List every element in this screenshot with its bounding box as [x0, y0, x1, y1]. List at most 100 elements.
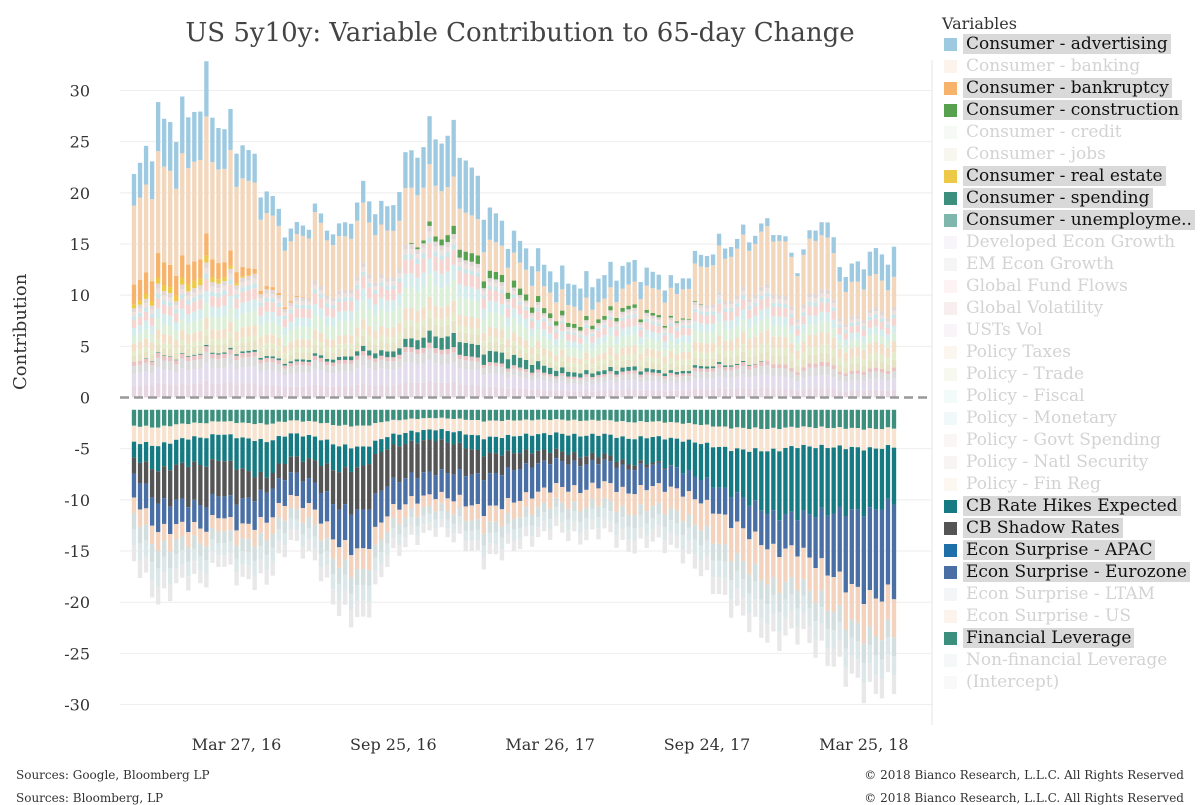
bar-segment	[837, 341, 842, 349]
bar-segment	[692, 351, 698, 358]
legend-item[interactable]: Consumer - jobs	[940, 143, 1196, 165]
bar-segment	[843, 352, 848, 362]
bar-segment	[638, 365, 643, 372]
bar-segment	[674, 328, 680, 331]
bar-segment	[499, 314, 505, 330]
legend-item[interactable]: Policy - Govt Spending	[940, 429, 1196, 451]
bar-segment	[445, 498, 450, 511]
legend-item[interactable]: (Intercept)	[940, 671, 1196, 693]
bar-segment	[650, 318, 655, 322]
bar-segment	[747, 612, 752, 633]
bar-segment	[879, 311, 885, 315]
legend-item[interactable]: Policy - Monetary	[940, 407, 1196, 429]
legend-item[interactable]: Policy - Trade	[940, 363, 1196, 385]
legend-item[interactable]: Global Volatility	[940, 297, 1196, 319]
legend-item[interactable]: Consumer - real estate	[940, 165, 1196, 187]
bar-segment	[855, 586, 860, 623]
bar-segment	[801, 378, 806, 390]
legend-item[interactable]: Consumer - spending	[940, 187, 1196, 209]
bar-segment	[722, 340, 728, 352]
bar-segment	[656, 390, 661, 398]
bar-segment	[777, 355, 782, 365]
bar-segment	[728, 409, 734, 429]
bar-segment	[192, 360, 197, 370]
bar-segment	[288, 313, 293, 322]
legend-item[interactable]: Global Fund Flows	[940, 275, 1196, 297]
bar-segment	[620, 505, 625, 518]
bar-segment	[644, 309, 649, 313]
bar-segment	[324, 303, 330, 307]
legend-swatch	[944, 609, 957, 623]
bar-segment	[330, 386, 336, 398]
legend-item[interactable]: Consumer - advertising	[940, 33, 1196, 55]
bar-segment	[475, 529, 480, 540]
legend-item[interactable]: Developed Econ Growth	[940, 231, 1196, 253]
legend-item[interactable]: CB Rate Hikes Expected	[940, 495, 1196, 517]
bar-segment	[554, 346, 559, 356]
bar-segment	[879, 361, 885, 369]
bar-segment	[270, 440, 275, 474]
bar-segment	[831, 356, 836, 366]
legend-item[interactable]: Policy - Fiscal	[940, 385, 1196, 407]
bar-segment	[143, 483, 149, 509]
bar-segment	[445, 349, 450, 355]
legend-item[interactable]: Policy - Fin Reg	[940, 473, 1196, 495]
legend-item[interactable]: Non-financial Leverage	[940, 649, 1196, 671]
bar-segment	[511, 230, 517, 253]
bar-segment	[747, 364, 752, 366]
bar-segment	[614, 326, 619, 330]
bar-segment	[385, 277, 390, 282]
bar-segment	[765, 623, 770, 643]
bar-segment	[282, 464, 287, 481]
bar-segment	[493, 532, 499, 544]
bar-segment	[765, 360, 770, 366]
legend-item[interactable]: Econ Surprise - APAC	[940, 539, 1196, 561]
bar-segment	[638, 324, 643, 328]
bar-segment	[403, 249, 408, 255]
bar-segment	[270, 362, 275, 371]
bar-segment	[469, 327, 474, 334]
bar-segment	[342, 589, 348, 605]
bar-segment	[324, 386, 330, 398]
bar-segment	[849, 333, 854, 341]
bar-segment	[789, 378, 794, 390]
bar-segment	[765, 288, 770, 293]
bar-segment	[529, 358, 535, 365]
bar-segment	[288, 495, 293, 509]
bar-segment	[795, 328, 800, 336]
bar-segment	[831, 303, 836, 308]
bar-segment	[391, 285, 396, 290]
legend-item[interactable]: Policy Taxes	[940, 341, 1196, 363]
legend-label: Financial Leverage	[963, 628, 1135, 648]
bar-segment	[282, 309, 287, 313]
bar-segment	[234, 186, 239, 273]
bar-segment	[149, 409, 155, 428]
bar-segment	[427, 359, 432, 381]
legend-item[interactable]: Financial Leverage	[940, 627, 1196, 649]
bar-segment	[716, 303, 722, 313]
legend-item[interactable]: Econ Surprise - Eurozone	[940, 561, 1196, 583]
bar-segment	[186, 361, 191, 370]
legend-item[interactable]: USTs Vol	[940, 319, 1196, 341]
bar-segment	[379, 341, 384, 351]
legend-item[interactable]: Consumer - credit	[940, 121, 1196, 143]
bar-segment	[355, 351, 360, 356]
legend-item[interactable]: EM Econ Growth	[940, 253, 1196, 275]
bar-segment	[747, 302, 752, 306]
legend-item[interactable]: Policy - Natl Security	[940, 451, 1196, 473]
legend-item[interactable]: CB Shadow Rates	[940, 517, 1196, 539]
bar-segment	[361, 355, 366, 366]
bar-segment	[149, 361, 155, 362]
bar-segment	[391, 205, 396, 231]
bar-segment	[722, 329, 728, 341]
bar-segment	[578, 466, 583, 494]
legend-item[interactable]: Consumer - banking	[940, 55, 1196, 77]
legend-item[interactable]: Consumer - unemployme..	[940, 209, 1196, 231]
bar-segment	[499, 274, 505, 283]
bar-segment	[608, 366, 613, 372]
bar-segment	[771, 376, 776, 389]
legend-item[interactable]: Econ Surprise - LTAM	[940, 583, 1196, 605]
legend-item[interactable]: Consumer - construction	[940, 99, 1196, 121]
legend-item[interactable]: Econ Surprise - US	[940, 605, 1196, 627]
legend-item[interactable]: Consumer - bankruptcy	[940, 77, 1196, 99]
